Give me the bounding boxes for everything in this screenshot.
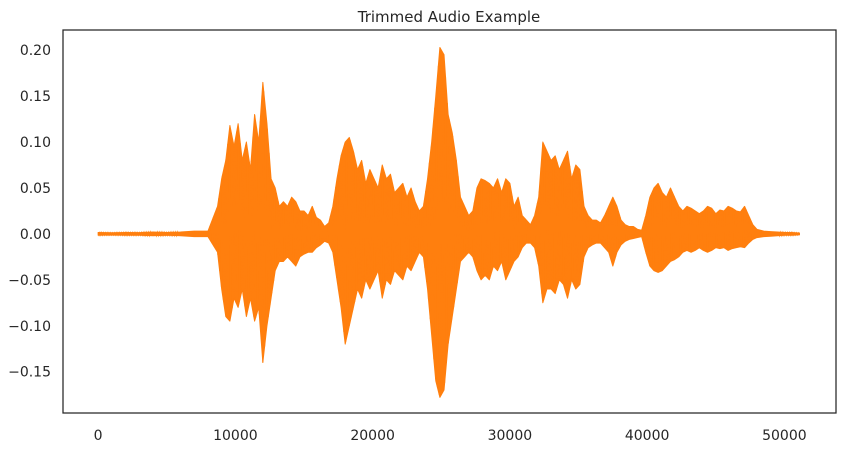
series-0-waveform <box>97 47 800 396</box>
plot-frame <box>62 29 837 414</box>
x-tick-label: 20000 <box>350 428 395 444</box>
x-tick-label: 50000 <box>762 428 807 444</box>
y-tick-label: −0.15 <box>8 365 51 381</box>
x-axis: 0 10000 20000 30000 40000 50000 <box>94 428 807 444</box>
x-tick-label: 10000 <box>213 428 258 444</box>
y-axis: −0.15 −0.10 −0.05 0.00 0.05 0.10 0.15 0.20 <box>8 43 51 380</box>
y-tick-label: −0.10 <box>8 319 51 335</box>
x-tick-label: 0 <box>94 428 103 444</box>
y-tick-label: 0.20 <box>20 43 51 59</box>
chart-title: Trimmed Audio Example <box>357 8 541 26</box>
y-tick-label: 0.15 <box>20 89 51 105</box>
plot-area <box>62 29 837 414</box>
y-tick-label: 0.05 <box>20 181 51 197</box>
series-layer <box>97 46 800 398</box>
y-tick-label: 0.10 <box>20 135 51 151</box>
x-tick-label: 30000 <box>488 428 533 444</box>
x-tick-label: 40000 <box>625 428 670 444</box>
y-tick-label: 0.00 <box>20 227 51 243</box>
y-tick-label: −0.05 <box>8 273 51 289</box>
